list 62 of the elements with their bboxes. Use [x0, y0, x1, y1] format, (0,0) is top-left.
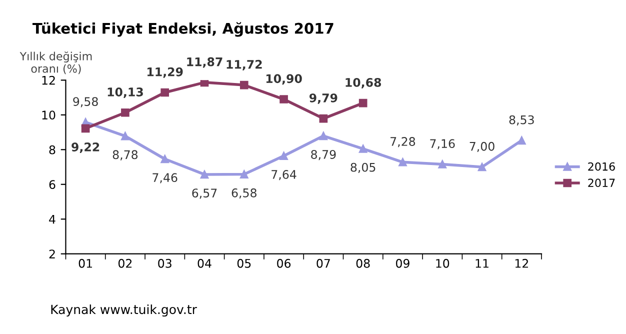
data-label: 11,87 — [187, 57, 222, 68]
data-label: 7,46 — [152, 173, 178, 184]
data-label: 7,64 — [272, 170, 296, 180]
point — [160, 154, 170, 164]
x-tick-label: 03 — [158, 258, 172, 268]
x-tick-label: 01 — [78, 258, 92, 268]
point — [81, 124, 90, 133]
data-label: 8,79 — [311, 150, 336, 160]
x-tick-label: 07 — [316, 258, 330, 268]
data-label: 10,68 — [346, 78, 382, 88]
data-label: 9,22 — [72, 142, 100, 153]
x-tick-label: 06 — [277, 258, 291, 268]
point — [200, 80, 209, 87]
point — [160, 88, 170, 97]
point — [240, 170, 248, 178]
data-label: 8,53 — [509, 115, 534, 126]
point — [518, 136, 526, 145]
x-tick-label: 09 — [396, 258, 410, 268]
point — [121, 132, 130, 140]
data-label: 9,58 — [73, 97, 98, 108]
point — [319, 114, 328, 123]
point — [398, 158, 407, 166]
data-label: 6,57 — [192, 188, 217, 199]
data-label: 8,05 — [350, 162, 376, 173]
data-label: 10,90 — [266, 74, 302, 85]
text: Kaynak www.tuik.gov.tr — [51, 304, 197, 317]
point — [240, 80, 248, 90]
legend-label: 2016 — [588, 162, 615, 171]
legend-label: 2017 — [588, 178, 615, 188]
x-tick-label: 08 — [356, 258, 370, 268]
x-tick-label: 10 — [436, 258, 450, 268]
data-label: 11,29 — [148, 67, 183, 78]
data-label: 7,28 — [390, 137, 416, 148]
x-tick-label: 12 — [515, 258, 528, 268]
data-label: 9,79 — [309, 93, 338, 104]
data-label: 7,16 — [430, 139, 455, 150]
y-tick-label: 10 — [42, 110, 56, 120]
data-label: 8,78 — [112, 150, 138, 160]
point — [358, 144, 368, 153]
data-label: 6,58 — [232, 188, 256, 199]
y-tick-label: 2 — [49, 250, 55, 258]
y-tick-label: 12 — [42, 76, 55, 85]
point — [280, 152, 288, 160]
point — [200, 170, 209, 179]
y-axis-title: Yıllık değişim oranı (%) — [20, 51, 92, 74]
chart-title: Tüketici Fiyat Endeksi, Ağustos 2017 — [32, 22, 334, 37]
x-tick-label: 05 — [237, 258, 251, 268]
data-label: 7,00 — [470, 142, 494, 152]
y-tick-label: 6 — [49, 180, 56, 190]
data-label: 10,13 — [108, 88, 143, 98]
y-tick-label: 4 — [49, 214, 56, 224]
point — [280, 95, 288, 104]
point — [478, 162, 486, 172]
point — [358, 98, 368, 108]
y-tick-label: 8 — [49, 145, 56, 154]
point — [438, 160, 447, 168]
x-tick-label: 04 — [198, 258, 212, 268]
x-tick-label: 02 — [118, 258, 132, 268]
data-label: 11,72 — [226, 60, 262, 70]
point — [121, 108, 130, 117]
x-tick-label: 11 — [476, 259, 488, 268]
point — [319, 132, 328, 140]
